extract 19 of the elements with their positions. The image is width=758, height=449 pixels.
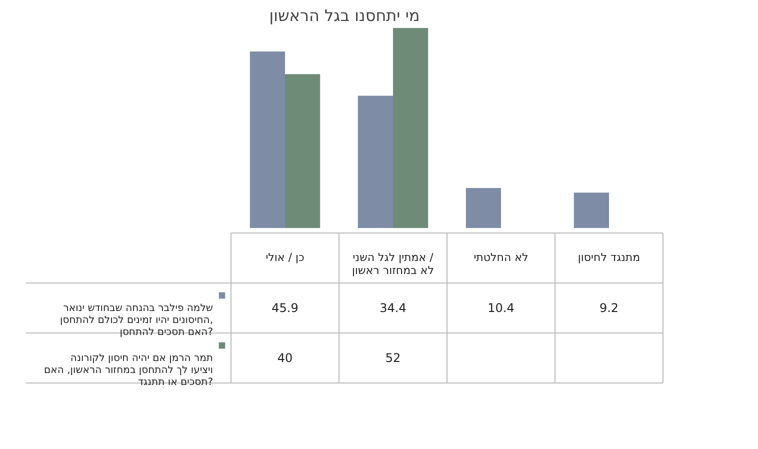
bar <box>285 74 320 228</box>
chart-title: מי יתחסנו בגל הראשון <box>269 6 420 25</box>
bar <box>393 28 428 228</box>
data-label: 40 <box>277 351 293 365</box>
bar <box>250 51 285 228</box>
x-tick-label: לא החלטתי <box>474 251 528 264</box>
data-label: 52 <box>385 351 401 365</box>
data-label: 10.4 <box>488 301 514 315</box>
bar <box>358 96 393 228</box>
x-tick-label: כן / אולי <box>266 251 304 264</box>
legend-label: שלמה פילבר בהנחה שבחודש ינואר החיסונים יהיו זמינים לכולם להתחסן, האם תסכים להתחסן? <box>60 303 213 338</box>
x-tick-label: אמתין לגל השני / לא במחזור ראשון <box>352 251 434 277</box>
data-label: 9.2 <box>599 301 619 315</box>
data-label: 45.9 <box>272 301 298 315</box>
x-tick-label: מתנגד לחיסון <box>578 251 640 264</box>
data-label: 34.4 <box>380 301 406 315</box>
bar <box>574 192 609 228</box>
legend-label: תמר הרמן אם יהיה חיסון לקורונה ויציעו לך להתחסן במחזור הראשון, האם תסכים או תתנגד? <box>44 353 213 388</box>
bar <box>466 188 501 228</box>
